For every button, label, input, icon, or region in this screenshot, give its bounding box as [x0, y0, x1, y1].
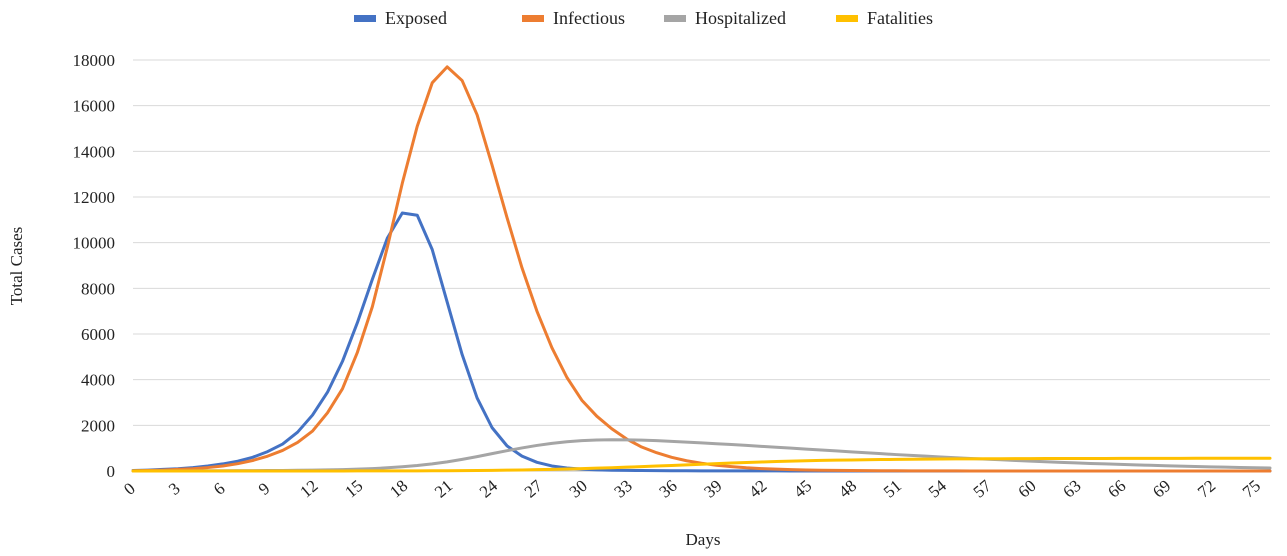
- y-tick-label: 14000: [73, 142, 116, 161]
- legend-label-hospitalized: Hospitalized: [695, 8, 786, 28]
- x-axis-title: Days: [686, 530, 721, 549]
- y-tick-label: 18000: [73, 51, 116, 70]
- series-line-exposed: [133, 213, 1270, 471]
- x-tick-label: 63: [1059, 476, 1084, 501]
- x-tick-label: 39: [700, 476, 725, 501]
- x-tick-label: 33: [611, 476, 636, 501]
- x-tick-label: 75: [1239, 476, 1264, 501]
- x-tick-label: 51: [880, 476, 905, 501]
- x-tick-label: 30: [566, 476, 591, 501]
- y-tick-label: 16000: [73, 97, 116, 116]
- legend-swatch-hospitalized: [664, 15, 686, 22]
- x-tick-label: 21: [431, 476, 456, 501]
- legend-label-fatalities: Fatalities: [867, 8, 933, 28]
- y-tick-label: 4000: [81, 371, 115, 390]
- x-tick-label: 45: [790, 476, 815, 501]
- y-tick-label: 0: [107, 462, 116, 481]
- x-tick-label: 3: [165, 479, 184, 499]
- x-tick-label: 15: [341, 476, 366, 501]
- x-tick-label: 48: [835, 476, 860, 501]
- x-tick-label: 66: [1104, 476, 1129, 501]
- x-tick-label: 72: [1194, 476, 1219, 501]
- y-tick-label: 12000: [73, 188, 116, 207]
- series-line-hospitalized: [133, 440, 1270, 471]
- y-tick-label: 10000: [73, 234, 116, 253]
- x-tick-label: 57: [970, 476, 996, 502]
- y-tick-label: 2000: [81, 416, 115, 435]
- series-lines: [133, 67, 1270, 471]
- x-tick-label: 18: [386, 476, 411, 501]
- legend-swatch-fatalities: [836, 15, 858, 22]
- x-tick-label: 24: [476, 476, 502, 502]
- legend-swatch-exposed: [354, 15, 376, 22]
- x-tick-label: 36: [655, 476, 680, 501]
- x-tick-label: 69: [1149, 476, 1174, 501]
- x-tick-label: 54: [925, 476, 951, 502]
- x-tick-label: 9: [255, 479, 274, 499]
- y-axis-title: Total Cases: [7, 227, 26, 306]
- x-tick-label: 6: [210, 479, 229, 499]
- legend-label-exposed: Exposed: [385, 8, 447, 28]
- y-tick-label: 6000: [81, 325, 115, 344]
- series-line-infectious: [133, 67, 1270, 471]
- x-tick-label: 42: [745, 476, 770, 501]
- x-tick-label: 27: [521, 476, 547, 502]
- x-tick-label: 0: [120, 479, 139, 499]
- legend-swatch-infectious: [522, 15, 544, 22]
- x-tick-label: 12: [296, 476, 321, 501]
- x-tick-label: 60: [1014, 476, 1039, 501]
- y-axis-ticks: 0 2000 4000 6000 8000 10000 12000 14000 16000 180…: [73, 51, 116, 481]
- legend-label-infectious: Infectious: [553, 8, 625, 28]
- legend: Exposed Infectious Hospitalized Fatalities: [354, 8, 933, 28]
- gridlines: [133, 60, 1270, 425]
- y-tick-label: 8000: [81, 279, 115, 298]
- x-axis-ticks: 0 3 6 9 12 15 18 21 24 27 30 33 36 39 42 45 48 51 54 57 60 63…: [120, 476, 1264, 502]
